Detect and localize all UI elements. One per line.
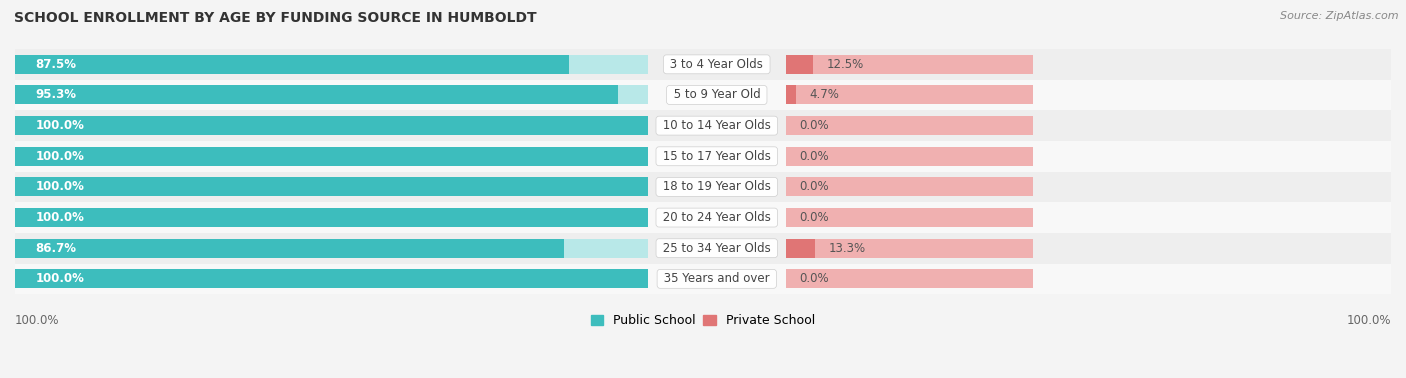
- Text: 100.0%: 100.0%: [35, 273, 84, 285]
- Bar: [15, 49, 1391, 80]
- Bar: [786, 239, 1033, 258]
- Text: 100.0%: 100.0%: [1347, 314, 1391, 327]
- Text: 0.0%: 0.0%: [800, 273, 830, 285]
- Bar: [15, 233, 1391, 263]
- Bar: [15, 172, 1391, 202]
- Bar: [786, 177, 1033, 197]
- Bar: [15, 116, 648, 135]
- Bar: [786, 85, 796, 104]
- Text: 25 to 34 Year Olds: 25 to 34 Year Olds: [659, 242, 775, 255]
- Text: 100.0%: 100.0%: [35, 211, 84, 224]
- Bar: [786, 208, 1033, 227]
- Text: 0.0%: 0.0%: [800, 180, 830, 194]
- Bar: [15, 55, 569, 74]
- Text: 35 Years and over: 35 Years and over: [659, 273, 773, 285]
- Bar: [15, 263, 1391, 294]
- Bar: [15, 239, 564, 258]
- Text: 12.5%: 12.5%: [827, 58, 865, 71]
- Text: 95.3%: 95.3%: [35, 88, 77, 101]
- Bar: [15, 177, 648, 197]
- Bar: [786, 55, 1033, 74]
- Text: 4.7%: 4.7%: [810, 88, 839, 101]
- Text: 100.0%: 100.0%: [35, 150, 84, 163]
- Bar: [15, 208, 648, 227]
- Bar: [15, 177, 648, 197]
- Text: 86.7%: 86.7%: [35, 242, 77, 255]
- Bar: [15, 141, 1391, 172]
- Text: Source: ZipAtlas.com: Source: ZipAtlas.com: [1281, 11, 1399, 21]
- Bar: [15, 147, 648, 166]
- Bar: [786, 85, 1033, 104]
- Bar: [786, 270, 1033, 288]
- Bar: [15, 85, 648, 104]
- Text: 0.0%: 0.0%: [800, 119, 830, 132]
- Text: 100.0%: 100.0%: [15, 314, 59, 327]
- Bar: [786, 116, 1033, 135]
- Bar: [786, 147, 1033, 166]
- Bar: [15, 147, 648, 166]
- Bar: [15, 270, 648, 288]
- Bar: [15, 202, 1391, 233]
- Text: 3 to 4 Year Olds: 3 to 4 Year Olds: [666, 58, 768, 71]
- Bar: [15, 55, 648, 74]
- Bar: [15, 208, 648, 227]
- Bar: [15, 110, 1391, 141]
- Bar: [15, 270, 648, 288]
- Bar: [15, 239, 648, 258]
- Text: 0.0%: 0.0%: [800, 211, 830, 224]
- Text: 0.0%: 0.0%: [800, 150, 830, 163]
- Text: 5 to 9 Year Old: 5 to 9 Year Old: [669, 88, 763, 101]
- Legend: Public School, Private School: Public School, Private School: [586, 309, 820, 332]
- Bar: [786, 55, 813, 74]
- Text: 87.5%: 87.5%: [35, 58, 77, 71]
- Text: 100.0%: 100.0%: [35, 119, 84, 132]
- Text: SCHOOL ENROLLMENT BY AGE BY FUNDING SOURCE IN HUMBOLDT: SCHOOL ENROLLMENT BY AGE BY FUNDING SOUR…: [14, 11, 537, 25]
- Bar: [15, 80, 1391, 110]
- Text: 15 to 17 Year Olds: 15 to 17 Year Olds: [659, 150, 775, 163]
- Text: 100.0%: 100.0%: [35, 180, 84, 194]
- Bar: [15, 116, 648, 135]
- Text: 20 to 24 Year Olds: 20 to 24 Year Olds: [659, 211, 775, 224]
- Text: 18 to 19 Year Olds: 18 to 19 Year Olds: [659, 180, 775, 194]
- Text: 10 to 14 Year Olds: 10 to 14 Year Olds: [659, 119, 775, 132]
- Text: 13.3%: 13.3%: [828, 242, 866, 255]
- Bar: [15, 85, 619, 104]
- Bar: [786, 239, 815, 258]
